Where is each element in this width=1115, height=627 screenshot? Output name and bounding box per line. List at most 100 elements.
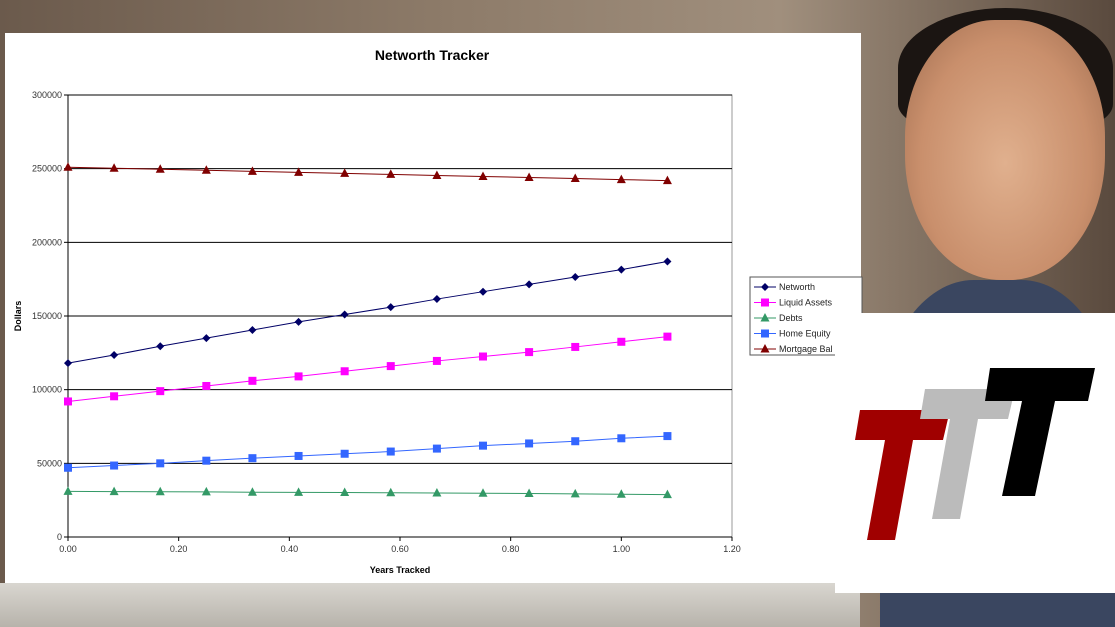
data-point-liquid-assets (479, 352, 487, 361)
data-point-networth (617, 265, 626, 274)
data-point-networth (525, 280, 534, 289)
data-point-debts (386, 487, 396, 497)
data-point-mortgage-bal (63, 162, 73, 171)
x-tick-label: 0.80 (502, 544, 520, 554)
data-point-debts (109, 486, 119, 496)
data-point-liquid-assets (571, 342, 580, 351)
data-point-home-equity (617, 434, 626, 443)
data-point-liquid-assets (294, 372, 303, 381)
data-point-home-equity (571, 437, 580, 446)
data-point-home-equity (386, 447, 395, 456)
series-line-debts (67, 490, 668, 496)
series-line-home-equity (67, 435, 668, 469)
data-point-liquid-assets (248, 376, 257, 385)
data-point-debts (294, 487, 304, 496)
presenter-face (905, 20, 1105, 280)
data-point-liquid-assets (64, 397, 72, 406)
data-point-debts (662, 489, 672, 499)
legend-marker (761, 283, 769, 291)
whiteboard-tray (0, 583, 860, 627)
data-point-networth (64, 359, 72, 368)
y-tick-label: 250000 (32, 164, 62, 174)
data-point-mortgage-bal (570, 173, 580, 183)
y-tick-label: 300000 (32, 90, 62, 100)
data-point-networth (156, 342, 165, 351)
series-liquid-assets (64, 332, 672, 406)
data-point-debts (478, 488, 488, 497)
data-point-liquid-assets (156, 387, 165, 396)
logo-box (835, 313, 1115, 593)
x-tick-label: 0.40 (281, 544, 299, 554)
data-point-home-equity (156, 459, 165, 468)
y-axis-label: Dollars (13, 301, 23, 332)
series-line-networth (67, 260, 668, 364)
x-tick-label: 1.20 (723, 544, 741, 554)
data-point-debts (616, 489, 626, 498)
data-point-liquid-assets (340, 367, 349, 376)
data-point-debts (340, 487, 350, 497)
x-tick-label: 0.20 (170, 544, 188, 554)
y-tick-label: 0 (57, 532, 62, 542)
x-axis-label: Years Tracked (370, 565, 431, 575)
data-point-home-equity (525, 439, 534, 448)
data-point-networth (386, 303, 395, 312)
data-point-mortgage-bal (201, 165, 211, 174)
series-networth (64, 257, 672, 368)
data-point-home-equity (202, 456, 211, 465)
data-point-mortgage-bal (524, 172, 534, 182)
x-tick-label: 0.60 (391, 544, 409, 554)
series-debts (63, 486, 672, 499)
data-point-mortgage-bal (109, 163, 119, 172)
data-point-debts (155, 486, 165, 496)
chart-title: Networth Tracker (375, 47, 490, 63)
data-point-networth (571, 272, 580, 281)
data-point-liquid-assets (617, 337, 626, 346)
data-point-debts (570, 488, 580, 498)
legend-label: Home Equity (779, 329, 831, 339)
data-point-mortgage-bal (155, 164, 165, 173)
data-point-liquid-assets (386, 362, 395, 371)
legend-label: Liquid Assets (779, 298, 833, 308)
series-mortgage-bal (63, 162, 672, 185)
data-point-home-equity (340, 449, 349, 458)
data-point-networth (432, 295, 441, 304)
data-point-debts (524, 488, 534, 498)
data-point-home-equity (110, 461, 119, 470)
legend-label: Mortgage Bal (779, 344, 833, 354)
data-point-networth (110, 351, 119, 360)
data-point-liquid-assets (663, 332, 672, 341)
data-point-debts (63, 486, 73, 495)
data-point-networth (248, 325, 257, 334)
legend-marker (760, 344, 770, 353)
data-point-networth (663, 257, 672, 266)
series-home-equity (64, 432, 672, 472)
legend-marker (761, 298, 769, 307)
legend-label: Debts (779, 313, 803, 323)
y-tick-label: 150000 (32, 311, 62, 321)
data-point-home-equity (294, 451, 303, 460)
legend-marker (760, 313, 770, 322)
data-point-networth (202, 334, 211, 343)
data-point-liquid-assets (432, 356, 441, 365)
data-point-liquid-assets (525, 348, 534, 357)
data-point-home-equity (248, 454, 257, 463)
data-point-debts (432, 487, 442, 497)
data-point-home-equity (432, 444, 441, 453)
legend-marker (761, 329, 769, 338)
data-point-mortgage-bal (340, 168, 350, 177)
data-point-home-equity (663, 432, 672, 441)
series-line-mortgage-bal (67, 166, 668, 182)
logo-t-gray (920, 389, 1015, 519)
ttt-logo (855, 368, 1095, 540)
series-line-liquid-assets (67, 336, 668, 402)
data-point-mortgage-bal (294, 167, 304, 176)
y-tick-label: 200000 (32, 237, 62, 247)
data-point-liquid-assets (202, 381, 211, 390)
data-point-home-equity (479, 441, 487, 450)
data-point-mortgage-bal (616, 174, 626, 184)
legend-label: Networth (779, 282, 815, 292)
logo-t-black (985, 368, 1095, 496)
data-point-networth (479, 287, 487, 296)
data-point-mortgage-bal (432, 170, 442, 179)
